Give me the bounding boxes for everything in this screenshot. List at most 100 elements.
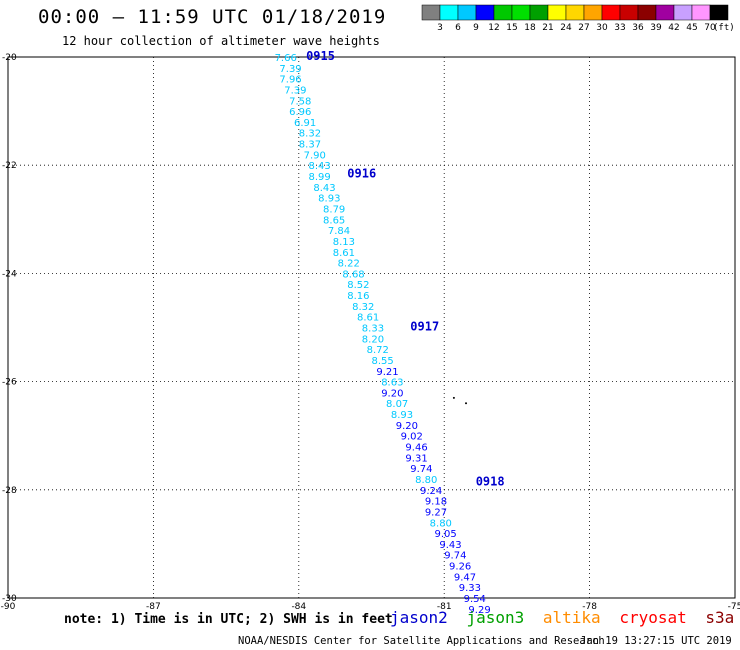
wave-height-label: 8.32	[352, 302, 374, 313]
x-tick-label: -84	[291, 602, 306, 612]
wave-height-label: 8.79	[323, 204, 345, 215]
wave-height-label: 8.22	[338, 259, 360, 270]
colorbar-label: 12	[488, 23, 499, 33]
wave-height-label: 8.33	[362, 324, 384, 335]
colorbar-label: 24	[560, 23, 572, 33]
y-tick-label: -24	[2, 269, 17, 279]
wave-height-label: 9.24	[420, 486, 442, 497]
wave-height-label: 8.93	[391, 410, 413, 421]
colorbar-swatch	[709, 4, 729, 21]
wave-height-label: 7.96	[279, 75, 301, 86]
colorbar-swatch	[655, 4, 675, 21]
wave-height-label: 7.90	[304, 150, 326, 161]
wave-height-label: 9.29	[468, 605, 490, 616]
wave-height-label: 9.18	[425, 497, 447, 508]
colorbar-swatch	[547, 4, 567, 21]
colorbar-swatch	[691, 4, 711, 21]
wave-height-label: 9.27	[425, 507, 447, 518]
y-tick-label: -28	[2, 486, 17, 496]
colorbar-swatch	[619, 4, 639, 21]
colorbar-label: 15	[506, 23, 517, 33]
wave-height-label: 9.05	[435, 529, 457, 540]
wave-height-label: 9.54	[464, 594, 486, 605]
footer-note: note: 1) Time is in UTC; 2) SWH is in fe…	[64, 612, 393, 627]
colorbar-swatch	[637, 4, 657, 21]
wave-height-label: 8.07	[386, 399, 408, 410]
wave-height-label: 9.74	[444, 551, 466, 562]
legend-jason3: jason3	[466, 608, 525, 627]
y-tick-label: -30	[2, 594, 17, 604]
colorbar-label: 27	[578, 23, 589, 33]
colorbar-swatch	[439, 4, 459, 21]
colorbar-swatch	[493, 4, 513, 21]
x-tick-label: -75	[728, 602, 740, 612]
land-mark	[465, 402, 468, 405]
wave-height-label: 9.26	[449, 562, 471, 573]
wave-height-label: 8.99	[308, 172, 330, 183]
wave-height-label: 9.31	[405, 453, 427, 464]
wave-height-label: 9.20	[396, 421, 418, 432]
time-label: 0918	[476, 475, 505, 489]
colorbar-swatch	[529, 4, 549, 21]
wave-height-label: 8.61	[357, 313, 379, 324]
land-mark	[452, 396, 455, 399]
colorbar-swatch	[475, 4, 495, 21]
x-tick-label: -90	[1, 602, 16, 612]
colorbar-label: 3	[437, 23, 443, 33]
x-tick-label: -81	[437, 602, 452, 612]
wave-height-label: 8.37	[299, 140, 321, 151]
y-tick-label: -26	[2, 378, 17, 388]
page-title: 00:00 – 11:59 UTC 01/18/2019	[38, 6, 387, 28]
colorbar-label: 42	[668, 23, 679, 33]
wave-height-label: 8.80	[430, 518, 452, 529]
wave-height-label: 8.72	[367, 345, 389, 356]
colorbar-swatch	[421, 4, 441, 21]
wave-height-label: 9.21	[376, 367, 398, 378]
y-tick-label: -20	[2, 53, 17, 63]
wave-height-label: 8.43	[313, 183, 335, 194]
legend-cryosat: cryosat	[619, 608, 687, 627]
colorbar-label: 6	[455, 23, 461, 33]
wave-height-label: 6.91	[294, 118, 316, 129]
wave-height-label: 8.63	[381, 378, 403, 389]
colorbar-label: 18	[524, 23, 536, 33]
wave-height-label: 9.46	[405, 443, 427, 454]
colorbar-swatch	[601, 4, 621, 21]
wave-height-label: 7.84	[328, 226, 350, 237]
wave-height-label: 9.74	[410, 464, 432, 475]
colorbar-swatch	[511, 4, 531, 21]
x-tick-label: -87	[146, 602, 161, 612]
wave-height-label: 7.58	[289, 96, 311, 107]
wave-height-label: 8.43	[308, 161, 330, 172]
colorbar-label: 30	[596, 23, 608, 33]
satellite-legend: jason2 jason3 altika cryosat s3a	[390, 608, 740, 627]
colorbar-swatch	[457, 4, 477, 21]
legend-jason2: jason2	[390, 608, 448, 627]
colorbar-label: 36	[632, 23, 644, 33]
wave-height-label: 8.61	[333, 248, 355, 259]
colorbar-swatch	[565, 4, 585, 21]
page-subtitle: 12 hour collection of altimeter wave hei…	[62, 34, 380, 48]
y-tick-label: -22	[2, 161, 17, 171]
time-label: 0915	[306, 49, 335, 63]
wave-height-label: 8.55	[372, 356, 394, 367]
wave-height-label: 9.33	[459, 583, 481, 594]
wave-height-label: 8.32	[299, 129, 321, 140]
timestamp: Jan 19 13:27:15 UTC 2019	[580, 635, 732, 647]
colorbar-swatch	[583, 4, 603, 21]
wave-height-label: 8.68	[342, 269, 364, 280]
colorbar-unit: (ft)	[713, 23, 735, 33]
wave-height-label: 8.16	[347, 291, 369, 302]
plot-frame	[7, 56, 736, 599]
wave-height-label: 9.02	[401, 432, 423, 443]
wave-height-label: 7.39	[279, 64, 301, 75]
colorbar-label: 45	[686, 23, 697, 33]
wave-height-label: 7.66	[275, 53, 297, 64]
wave-height-label: 8.93	[318, 194, 340, 205]
wave-height-label: 8.80	[415, 475, 437, 486]
wave-height-label: 9.43	[439, 540, 461, 551]
time-label: 0917	[410, 319, 439, 333]
wave-height-label: 7.39	[284, 85, 306, 96]
